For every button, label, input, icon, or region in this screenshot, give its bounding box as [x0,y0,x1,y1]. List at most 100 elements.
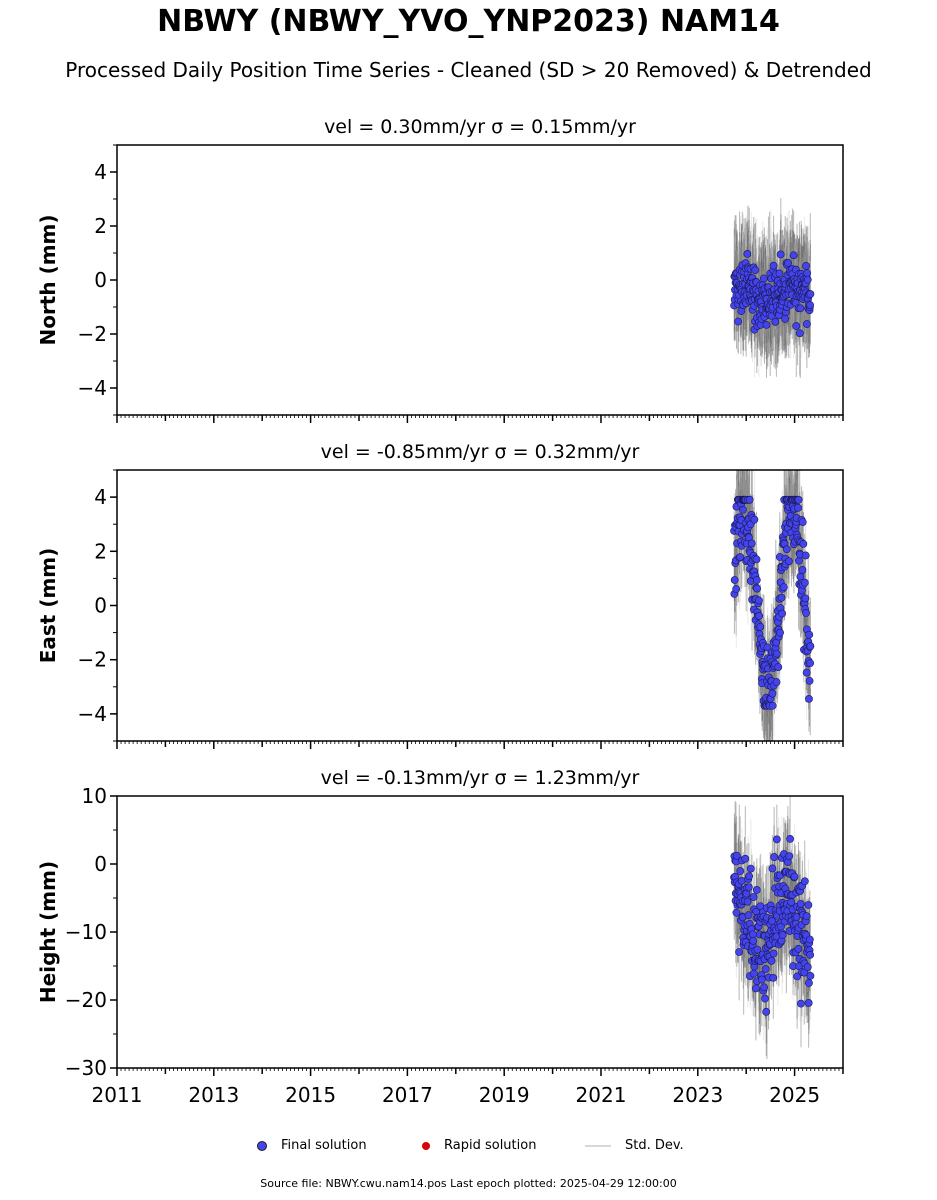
x-tick-label: 2023 [672,1083,723,1107]
panel-1: vel = 0.30mm/yr σ = 0.15mm/yr North (mm) 4… [36,116,844,423]
panel-title: vel = -0.13mm/yr σ = 1.23mm/yr [321,767,640,789]
data-point [763,643,772,652]
final-solution-marker-icon [257,1140,267,1151]
data-point [806,642,815,651]
y-axis-label: Height (mm) [36,861,60,1003]
data-point [769,949,778,958]
legend-rapid: Rapid solution [422,1138,536,1153]
data-point [761,965,770,973]
data-point [762,320,771,329]
data-point [796,899,805,908]
data-point [744,911,753,920]
y-tick-label: −30 [65,1056,107,1080]
source-footer: Source file: NBWY.cwu.nam14.pos Last epo… [260,1177,677,1190]
data-point [749,930,757,939]
data-point [806,301,815,309]
data-point [806,971,815,980]
data-point [796,572,805,581]
panel-title: vel = -0.85mm/yr σ = 0.32mm/yr [321,441,640,463]
x-tick-label: 2011 [92,1083,143,1107]
y-tick-label: 2 [94,214,107,238]
data-point [772,649,781,658]
data-point [749,893,758,901]
data-point [785,557,793,566]
data-point [750,515,759,524]
std-dev-line-icon [585,1144,611,1147]
rapid-solution-marker-icon [422,1141,430,1150]
data-point [735,948,744,956]
data-point [751,266,760,275]
final-solution-points [730,834,815,1016]
data-point [743,897,752,906]
panel-2: vel = -0.85mm/yr σ = 0.32mm/yr East (mm) 4… [36,441,844,749]
data-point [803,963,812,971]
data-point [732,585,741,593]
y-tick-label: −2 [78,322,107,346]
data-point [752,576,761,584]
data-point [799,539,808,548]
data-point [752,984,760,993]
data-point [761,994,769,1003]
data-point [772,835,781,844]
data-point [754,596,763,605]
data-point [771,317,780,326]
data-point [781,314,789,323]
data-point [805,695,813,703]
data-point [805,676,814,685]
y-axis-label: North (mm) [36,214,60,345]
data-point [805,630,814,639]
data-point [774,663,783,671]
y-tick-label: 0 [94,852,107,876]
data-point [739,505,747,514]
x-tick-label: 2021 [576,1083,627,1107]
data-point [789,251,798,260]
data-point [749,969,758,978]
data-point [756,622,765,631]
data-point [787,898,796,907]
data-point [769,261,778,270]
x-tick-label: 2015 [285,1083,336,1107]
data-point [796,304,805,313]
data-point [734,317,743,326]
data-point [805,935,814,944]
data-point [744,883,753,892]
plots-canvas: vel = 0.30mm/yr σ = 0.15mm/yr North (mm) 4… [36,116,844,1107]
data-point [772,678,781,686]
data-point [795,329,804,338]
data-point [805,979,813,987]
y-tick-label: −10 [65,920,107,944]
data-point [803,275,812,284]
y-tick-label: 2 [94,539,107,563]
data-point [732,851,741,860]
final-solution-points [730,495,815,710]
y-axis-label: East (mm) [36,548,60,664]
data-point [780,583,788,592]
legend: Final solution Rapid solution Std. Dev. [0,1138,937,1158]
data-point [753,584,761,593]
legend-final-label: Final solution [281,1138,367,1153]
data-point [804,999,813,1007]
data-point [746,864,755,873]
final-solution-points [730,250,815,338]
data-point [752,555,761,564]
legend-final: Final solution [257,1138,367,1153]
data-point [800,877,809,886]
data-point [797,999,805,1008]
data-point [794,944,803,953]
data-point [803,269,812,278]
data-point [745,495,754,504]
data-point [755,611,764,620]
y-tick-label: 0 [94,268,107,292]
data-point [785,852,794,861]
data-point [757,975,766,984]
x-tick-label: 2017 [382,1083,433,1107]
data-point [806,290,815,298]
data-point [736,553,745,561]
data-point [768,864,777,873]
data-point [753,945,762,954]
data-point [798,518,807,527]
data-point [749,936,758,945]
data-point [802,609,810,617]
data-point [732,908,741,917]
data-point [760,983,769,992]
